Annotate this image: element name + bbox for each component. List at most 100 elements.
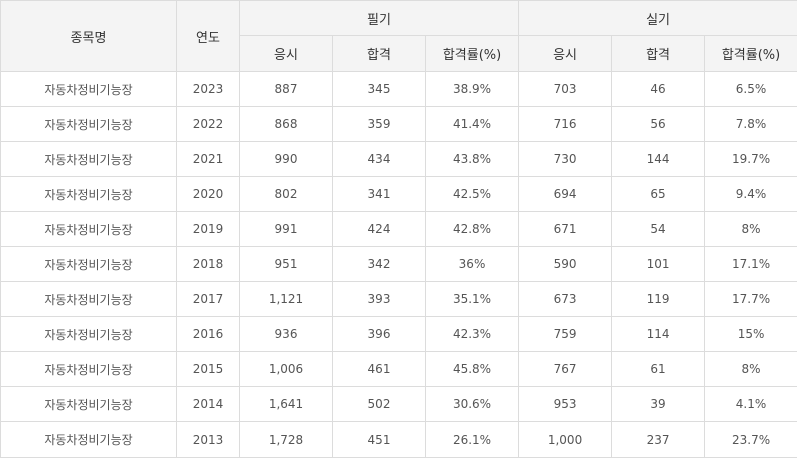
written-pass-rate-cell: 36% bbox=[424, 246, 520, 282]
written-applicants-header: 응시 bbox=[239, 35, 333, 72]
practical-applicants-cell: 673 bbox=[518, 281, 613, 317]
written-pass-rate-cell: 45.8% bbox=[424, 351, 520, 387]
item-name-cell: 자동차정비기능장 bbox=[0, 176, 177, 212]
item-name-cell: 자동차정비기능장 bbox=[0, 141, 177, 177]
item-name-cell: 자동차정비기능장 bbox=[0, 386, 177, 422]
practical-pass-rate-cell: 9.4% bbox=[704, 176, 797, 212]
written-passed-header: 합격 bbox=[332, 35, 426, 72]
written-pass-rate-cell: 35.1% bbox=[424, 281, 520, 317]
year-header: 연도 bbox=[176, 0, 240, 72]
written-exam-header: 필기 bbox=[238, 0, 520, 36]
written-applicants-cell: 990 bbox=[239, 141, 333, 177]
written-applicants-cell: 1,641 bbox=[239, 386, 333, 422]
table-row: 자동차정비기능장 2018 951 342 36% 590 101 17.1% bbox=[0, 246, 797, 282]
item-name-cell: 자동차정비기능장 bbox=[0, 281, 177, 317]
practical-applicants-cell: 759 bbox=[518, 316, 613, 352]
written-applicants-cell: 1,728 bbox=[239, 421, 333, 458]
year-cell: 2017 bbox=[176, 281, 240, 317]
practical-passed-cell: 65 bbox=[611, 176, 706, 212]
written-applicants-cell: 951 bbox=[239, 246, 333, 282]
year-cell: 2015 bbox=[176, 351, 240, 387]
practical-pass-rate-cell: 8% bbox=[704, 351, 797, 387]
practical-pass-rate-cell: 8% bbox=[704, 211, 797, 247]
written-applicants-cell: 887 bbox=[239, 71, 333, 107]
year-cell: 2013 bbox=[176, 421, 240, 458]
table-body: 자동차정비기능장 2023 887 345 38.9% 703 46 6.5% 자동차정비기능장… bbox=[0, 71, 797, 458]
item-name-cell: 자동차정비기능장 bbox=[0, 421, 177, 458]
written-passed-cell: 345 bbox=[332, 71, 426, 107]
written-passed-cell: 393 bbox=[332, 281, 426, 317]
table-row: 자동차정비기능장 2015 1,006 461 45.8% 767 61 8% bbox=[0, 351, 797, 387]
practical-applicants-cell: 716 bbox=[518, 106, 613, 142]
year-cell: 2021 bbox=[176, 141, 240, 177]
table-row: 자동차정비기능장 2017 1,121 393 35.1% 673 119 17.7% bbox=[0, 281, 797, 317]
item-name-cell: 자동차정비기능장 bbox=[0, 106, 177, 142]
practical-pass-rate-cell: 7.8% bbox=[704, 106, 797, 142]
table-row: 자동차정비기능장 2014 1,641 502 30.6% 953 39 4.1% bbox=[0, 386, 797, 422]
item-name-cell: 자동차정비기능장 bbox=[0, 316, 177, 352]
year-cell: 2023 bbox=[176, 71, 240, 107]
written-passed-cell: 451 bbox=[332, 421, 426, 458]
written-applicants-cell: 991 bbox=[239, 211, 333, 247]
year-cell: 2016 bbox=[176, 316, 240, 352]
table-row: 자동차정비기능장 2013 1,728 451 26.1% 1,000 237 23.7% bbox=[0, 421, 797, 458]
written-passed-cell: 396 bbox=[332, 316, 426, 352]
written-passed-cell: 434 bbox=[332, 141, 426, 177]
practical-applicants-cell: 590 bbox=[518, 246, 613, 282]
written-applicants-cell: 1,006 bbox=[239, 351, 333, 387]
table-row: 자동차정비기능장 2020 802 341 42.5% 694 65 9.4% bbox=[0, 176, 797, 212]
practical-pass-rate-header: 합격률(%) bbox=[704, 35, 797, 72]
practical-applicants-cell: 730 bbox=[518, 141, 613, 177]
practical-passed-cell: 144 bbox=[611, 141, 706, 177]
practical-pass-rate-cell: 4.1% bbox=[704, 386, 797, 422]
written-applicants-cell: 1,121 bbox=[239, 281, 333, 317]
written-passed-cell: 502 bbox=[332, 386, 426, 422]
practical-passed-cell: 39 bbox=[611, 386, 706, 422]
item-name-cell: 자동차정비기능장 bbox=[0, 351, 177, 387]
table-row: 자동차정비기능장 2022 868 359 41.4% 716 56 7.8% bbox=[0, 106, 797, 142]
practical-pass-rate-cell: 6.5% bbox=[704, 71, 797, 107]
written-passed-cell: 342 bbox=[332, 246, 426, 282]
practical-applicants-cell: 767 bbox=[518, 351, 613, 387]
practical-passed-cell: 237 bbox=[611, 421, 706, 458]
written-pass-rate-cell: 30.6% bbox=[424, 386, 520, 422]
practical-applicants-cell: 1,000 bbox=[518, 421, 613, 458]
practical-pass-rate-cell: 19.7% bbox=[704, 141, 797, 177]
written-applicants-cell: 802 bbox=[239, 176, 333, 212]
written-pass-rate-cell: 38.9% bbox=[424, 71, 520, 107]
table-row: 자동차정비기능장 2023 887 345 38.9% 703 46 6.5% bbox=[0, 71, 797, 107]
written-pass-rate-cell: 26.1% bbox=[424, 421, 520, 458]
item-name-cell: 자동차정비기능장 bbox=[0, 246, 177, 282]
practical-pass-rate-cell: 15% bbox=[704, 316, 797, 352]
written-applicants-cell: 936 bbox=[239, 316, 333, 352]
practical-exam-header: 실기 bbox=[518, 0, 797, 36]
written-applicants-cell: 868 bbox=[239, 106, 333, 142]
written-pass-rate-cell: 42.3% bbox=[424, 316, 520, 352]
practical-applicants-header: 응시 bbox=[518, 35, 613, 72]
written-pass-rate-cell: 42.5% bbox=[424, 176, 520, 212]
year-cell: 2020 bbox=[176, 176, 240, 212]
practical-pass-rate-cell: 23.7% bbox=[704, 421, 797, 458]
table-row: 자동차정비기능장 2016 936 396 42.3% 759 114 15% bbox=[0, 316, 797, 352]
practical-passed-cell: 119 bbox=[611, 281, 706, 317]
practical-pass-rate-cell: 17.1% bbox=[704, 246, 797, 282]
year-cell: 2022 bbox=[176, 106, 240, 142]
year-cell: 2014 bbox=[176, 386, 240, 422]
written-pass-rate-cell: 42.8% bbox=[424, 211, 520, 247]
table-row: 자동차정비기능장 2019 991 424 42.8% 671 54 8% bbox=[0, 211, 797, 247]
item-name-cell: 자동차정비기능장 bbox=[0, 211, 177, 247]
practical-passed-cell: 101 bbox=[611, 246, 706, 282]
practical-passed-cell: 114 bbox=[611, 316, 706, 352]
year-cell: 2019 bbox=[176, 211, 240, 247]
written-passed-cell: 424 bbox=[332, 211, 426, 247]
written-passed-cell: 461 bbox=[332, 351, 426, 387]
written-passed-cell: 341 bbox=[332, 176, 426, 212]
item-name-header: 종목명 bbox=[0, 0, 177, 72]
written-pass-rate-cell: 41.4% bbox=[424, 106, 520, 142]
practical-passed-header: 합격 bbox=[611, 35, 706, 72]
written-pass-rate-cell: 43.8% bbox=[424, 141, 520, 177]
table-row: 자동차정비기능장 2021 990 434 43.8% 730 144 19.7% bbox=[0, 141, 797, 177]
written-pass-rate-header: 합격률(%) bbox=[424, 35, 520, 72]
practical-passed-cell: 56 bbox=[611, 106, 706, 142]
